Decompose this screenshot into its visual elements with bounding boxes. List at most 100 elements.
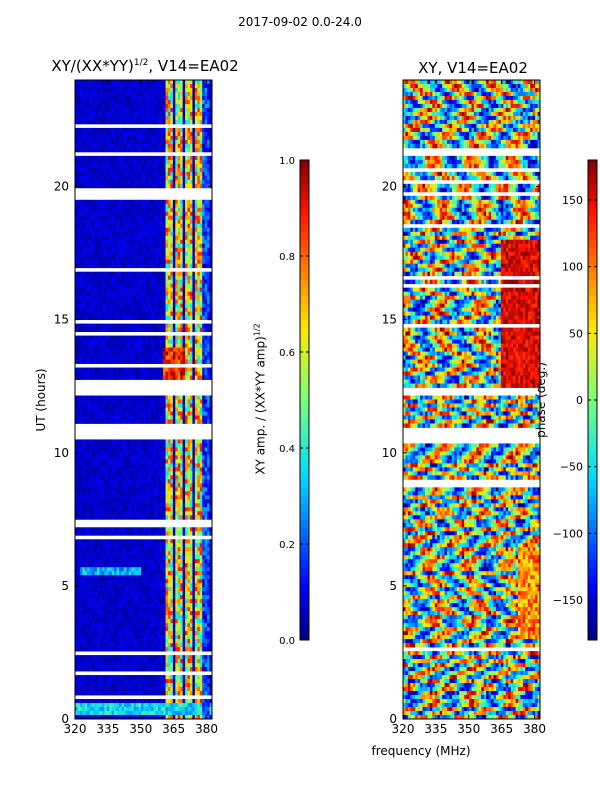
heatmap-cell — [126, 179, 130, 185]
heatmap-cell — [101, 103, 105, 109]
heatmap-cell — [199, 103, 203, 109]
heatmap-cell — [109, 179, 113, 185]
heatmap-cell — [89, 455, 93, 460]
heatmap-cell — [92, 359, 95, 364]
heatmap-cell — [109, 283, 113, 289]
heatmap-cell — [79, 223, 83, 229]
heatmap-cell — [207, 291, 210, 297]
heatmap-cell — [145, 231, 149, 237]
heatmap-cell — [177, 219, 181, 225]
heatmap-cell — [123, 491, 127, 496]
heatmap-cell — [121, 231, 125, 237]
heatmap-cell — [155, 211, 159, 217]
heatmap-cell — [141, 415, 144, 420]
heatmap-cell — [148, 403, 152, 408]
heatmap-cell — [158, 199, 162, 205]
heatmap-cell — [170, 483, 174, 488]
heatmap-cell — [182, 487, 186, 492]
heatmap-cell — [77, 335, 81, 340]
heatmap-cell — [197, 199, 201, 205]
heatmap-cell — [145, 347, 149, 352]
heatmap-cell — [128, 371, 132, 376]
heatmap-cell — [79, 475, 83, 480]
heatmap-cell — [97, 355, 100, 360]
heatmap-cell — [75, 375, 78, 380]
heatmap-cell — [185, 403, 188, 408]
heatmap-cell — [160, 207, 164, 213]
heatmap-cell — [182, 311, 186, 317]
heatmap-cell — [172, 211, 176, 217]
heatmap-cell — [94, 439, 98, 444]
heatmap-cell — [158, 399, 162, 404]
heatmap-cell — [189, 463, 193, 468]
heatmap-cell — [138, 235, 142, 241]
heatmap-cell — [136, 355, 140, 360]
heatmap-cell — [111, 179, 115, 185]
heatmap-cell — [199, 291, 203, 297]
heatmap-cell — [165, 271, 169, 277]
heatmap-cell — [94, 107, 98, 113]
heatmap-cell — [192, 131, 196, 137]
heatmap-cell — [148, 263, 152, 269]
heatmap-cell — [79, 355, 83, 360]
heatmap-cell — [101, 439, 105, 444]
heatmap-cell — [114, 203, 117, 209]
heatmap-cell — [172, 259, 176, 265]
heatmap-cell — [123, 271, 127, 277]
heatmap-cell — [121, 303, 125, 309]
heatmap-cell — [82, 271, 86, 277]
heatmap-cell — [126, 259, 130, 265]
heatmap-cell — [116, 231, 120, 237]
heatmap-cell — [170, 83, 174, 89]
heatmap-cell — [116, 107, 120, 113]
heatmap-cell — [189, 399, 193, 404]
heatmap-cell — [84, 499, 88, 504]
heatmap-cell — [82, 179, 86, 185]
heatmap-cell — [121, 271, 125, 277]
heatmap-cell — [79, 175, 83, 181]
heatmap-cell — [133, 395, 137, 400]
heatmap-cell — [94, 359, 98, 364]
heatmap-cell — [197, 399, 201, 404]
heatmap-cell — [121, 415, 125, 420]
heatmap-cell — [207, 447, 210, 452]
heatmap-cell — [204, 491, 208, 496]
heatmap-cell — [119, 475, 122, 480]
heatmap-cell — [160, 419, 164, 424]
heatmap-cell — [128, 303, 132, 309]
heatmap-cell — [194, 143, 198, 149]
heatmap-cell — [77, 359, 81, 364]
heatmap-cell — [170, 131, 174, 137]
heatmap-cell — [150, 395, 154, 400]
heatmap-cell — [121, 411, 125, 416]
heatmap-cell — [148, 307, 152, 313]
heatmap-cell — [119, 107, 122, 113]
heatmap-cell — [209, 87, 212, 93]
heatmap-cell — [82, 459, 86, 464]
heatmap-cell — [114, 135, 117, 141]
heatmap-cell — [92, 479, 95, 484]
heatmap-cell — [145, 215, 149, 221]
heatmap-cell — [158, 339, 162, 344]
heatmap-cell — [197, 499, 201, 504]
heatmap-cell — [175, 403, 179, 408]
heatmap-cell — [207, 307, 210, 313]
heatmap-cell — [99, 163, 103, 169]
heatmap-cell — [199, 199, 203, 205]
heatmap-cell — [175, 415, 179, 420]
heatmap-cell — [160, 339, 164, 344]
heatmap-cell — [155, 107, 159, 113]
heatmap-cell — [170, 143, 174, 149]
heatmap-cell — [148, 483, 152, 488]
heatmap-cell — [84, 371, 88, 376]
heatmap-cell — [150, 467, 154, 472]
heatmap-cell — [75, 299, 78, 305]
heatmap-cell — [187, 115, 191, 121]
heatmap-cell — [77, 479, 81, 484]
heatmap-cell — [204, 259, 208, 265]
heatmap-cell — [106, 263, 110, 269]
heatmap-cell — [136, 375, 140, 380]
heatmap-cell — [77, 407, 81, 412]
heatmap-cell — [194, 139, 198, 145]
heatmap-cell — [79, 375, 83, 380]
